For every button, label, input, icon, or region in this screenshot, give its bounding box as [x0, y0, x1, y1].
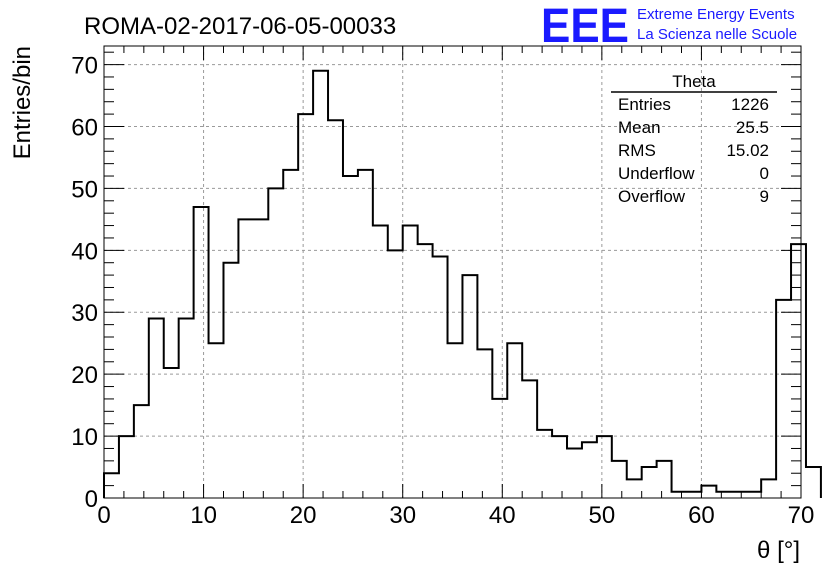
stats-value-overflow: 9	[760, 187, 769, 206]
eee-logo: EEE Extreme Energy Events La Scienza nel…	[541, 0, 797, 53]
eee-logo-mark: EEE	[541, 0, 629, 53]
stats-title: Theta	[672, 72, 716, 91]
x-tick-label: 10	[190, 502, 217, 529]
stats-label-rms: RMS	[618, 141, 656, 160]
y-tick-label: 60	[71, 114, 98, 141]
stats-value-entries: 1226	[731, 95, 769, 114]
axis-ticks	[103, 46, 802, 499]
y-tick-label: 10	[71, 424, 98, 451]
stats-value-underflow: 0	[760, 164, 769, 183]
stats-label-underflow: Underflow	[618, 164, 695, 183]
plot-frame	[103, 45, 802, 499]
x-tick-label: 60	[688, 502, 715, 529]
x-tick-label: 40	[489, 502, 516, 529]
stats-box: Theta Entries 1226 Mean 25.5 RMS 15.02 U…	[611, 72, 777, 206]
x-tick-label: 50	[589, 502, 616, 529]
histogram-line	[103, 69, 822, 498]
x-axis-label: θ [°]	[757, 537, 800, 564]
x-tick-label: 70	[788, 502, 815, 529]
y-axis-label: Entries/bin	[9, 46, 36, 159]
stats-label-mean: Mean	[618, 118, 661, 137]
grid	[104, 46, 801, 498]
y-tick-label: 70	[71, 53, 98, 80]
y-tick-labels: 0 10 20 30 40 50 60 70	[71, 53, 98, 513]
x-tick-labels: 0 10 20 30 40 50 60 70	[97, 502, 814, 529]
stats-label-overflow: Overflow	[618, 187, 686, 206]
chart-title: ROMA-02-2017-06-05-00033	[84, 13, 396, 40]
x-tick-label: 0	[97, 502, 110, 529]
x-tick-label: 30	[389, 502, 416, 529]
y-tick-label: 30	[71, 300, 98, 327]
y-tick-label: 0	[85, 486, 98, 513]
y-tick-label: 40	[71, 238, 98, 265]
stats-value-rms: 15.02	[726, 141, 769, 160]
eee-logo-line2: La Scienza nelle Scuole	[637, 26, 797, 43]
y-tick-label: 20	[71, 362, 98, 389]
y-tick-label: 50	[71, 176, 98, 203]
x-tick-label: 20	[290, 502, 317, 529]
stats-label-entries: Entries	[618, 95, 671, 114]
eee-logo-line1: Extreme Energy Events	[637, 6, 795, 23]
stats-value-mean: 25.5	[736, 118, 769, 137]
